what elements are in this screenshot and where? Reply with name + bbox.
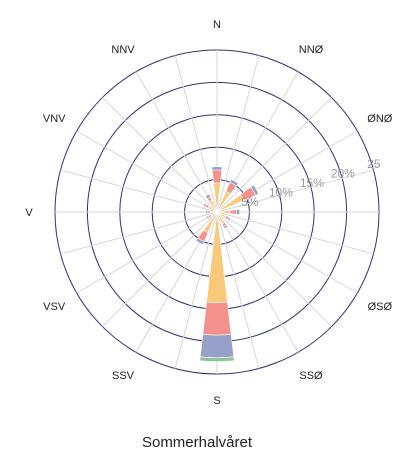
grid-spoke: [102, 97, 217, 212]
wind-bar-Ø-2: [236, 209, 239, 214]
wind-bar-N-2: [212, 167, 222, 171]
chart-caption: Sommerhalvåret: [0, 434, 394, 451]
grid-spoke: [77, 212, 217, 293]
direction-label-NNV: NNV: [111, 44, 135, 56]
radial-tick-labels: 5% 10% 15% 20% 25: [241, 157, 381, 209]
wind-bar-S-2: [200, 334, 234, 357]
ring-label-25: 25: [367, 157, 381, 171]
direction-label-VNV: VNV: [43, 113, 66, 125]
direction-label-V: V: [25, 207, 33, 219]
direction-label-SSØ: SSØ: [299, 370, 323, 382]
direction-label-ØSØ: ØSØ: [368, 301, 393, 313]
grid-spoke: [217, 212, 373, 254]
wind-bar-Ø-1: [230, 210, 237, 214]
direction-label-S: S: [213, 395, 220, 407]
direction-label-NNØ: NNØ: [299, 44, 324, 56]
wind-bar-V-2: [205, 211, 207, 214]
direction-label-SSV: SSV: [112, 370, 135, 382]
direction-label-VSV: VSV: [43, 301, 66, 313]
direction-label-ØNØ: ØNØ: [367, 113, 393, 125]
grid-spoke: [102, 212, 217, 327]
direction-label-N: N: [213, 19, 221, 31]
grid-spoke: [217, 212, 357, 293]
ring-label-10: 10%: [269, 185, 293, 199]
wind-bar-S-1: [203, 302, 231, 335]
wind-bar-N-1: [212, 170, 222, 183]
ring-label-20: 20%: [331, 167, 355, 181]
grid-spoke: [217, 212, 332, 327]
grid-spoke: [61, 170, 217, 212]
wind-bar-V-1: [207, 211, 210, 213]
grid-spoke: [175, 56, 217, 212]
ring-label-5: 5%: [241, 195, 259, 209]
ring-label-15: 15%: [300, 176, 324, 190]
grid-spoke: [77, 131, 217, 212]
grid-spoke: [136, 72, 217, 212]
grid-spoke: [61, 212, 217, 254]
wind-bar-S-3: [200, 357, 234, 362]
